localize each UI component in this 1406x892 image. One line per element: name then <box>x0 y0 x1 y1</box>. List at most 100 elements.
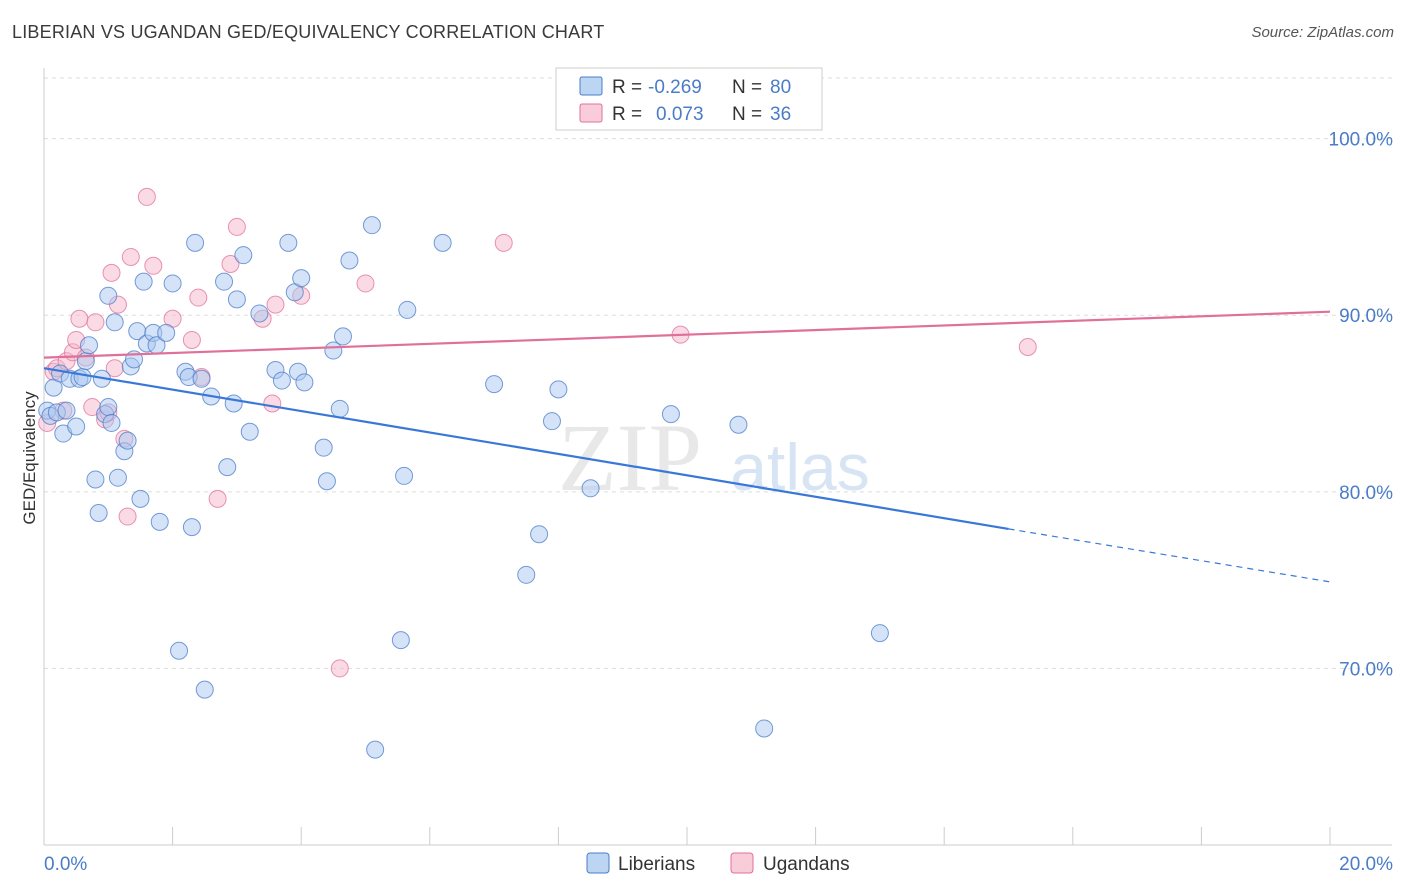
liberian-point <box>581 479 600 498</box>
ugandan-point <box>356 274 375 293</box>
liberian-point <box>157 323 176 342</box>
x-tick-label-min: 0.0% <box>44 854 87 875</box>
liberian-point <box>661 405 680 424</box>
liberian-point <box>99 398 118 417</box>
legend-r-value-1: -0.269 <box>648 77 702 98</box>
liberian-point <box>215 272 234 291</box>
ugandan-point <box>144 256 163 275</box>
liberian-point <box>192 369 211 388</box>
series-ugandans-points <box>38 187 1037 678</box>
x-tick-label-max: 20.0% <box>1339 854 1393 875</box>
watermark: ZIP atlas <box>558 404 870 511</box>
grid <box>44 77 1392 669</box>
liberian-point <box>240 422 259 441</box>
legend-ugandans-swatch <box>579 103 603 123</box>
liberian-point <box>108 468 127 487</box>
liberian-point <box>89 504 108 523</box>
legend-bottom-liberians-label: Liberians <box>618 854 695 875</box>
ugandan-point <box>208 489 227 508</box>
liberian-point <box>330 399 349 418</box>
legend-top: R = -0.269 N = 80 R = 0.073 N = 36 <box>555 67 823 131</box>
liberian-point <box>102 413 121 432</box>
liberian-point <box>517 565 536 584</box>
legend-r-value-2: 0.073 <box>656 104 704 125</box>
legend-n-label-2: N = <box>732 104 762 125</box>
liberian-point <box>150 512 169 531</box>
y-tick-label: 80.0% <box>1339 483 1393 504</box>
liberian-point <box>170 641 189 660</box>
legend-bottom: Liberians Ugandans <box>586 852 850 875</box>
liberian-point <box>67 417 86 436</box>
ugandan-point <box>189 288 208 307</box>
liberian-point <box>542 412 561 431</box>
ugandan-point <box>137 187 156 206</box>
liberian-point <box>250 304 269 323</box>
liberian-point <box>195 680 214 699</box>
liberian-point <box>292 269 311 288</box>
chart-source: Source: ZipAtlas.com <box>1251 24 1394 41</box>
legend-r-label-2: R = <box>612 104 642 125</box>
ugandan-point <box>221 255 240 274</box>
liberians-trend-line <box>43 367 1009 530</box>
y-tick-label: 70.0% <box>1339 659 1393 680</box>
ugandan-point <box>266 295 285 314</box>
liberian-point <box>131 489 150 508</box>
tick-labels: 70.0% 80.0% 90.0% 100.0% 0.0% 20.0% <box>44 130 1393 875</box>
ugandan-point <box>494 233 513 252</box>
liberian-point <box>86 470 105 489</box>
liberian-point <box>530 525 549 544</box>
legend-bottom-ugandans-swatch <box>730 852 754 874</box>
ugandan-point <box>102 263 121 282</box>
liberian-point <box>279 233 298 252</box>
liberian-point <box>182 518 201 537</box>
liberian-point <box>333 327 352 346</box>
ugandans-trend-line <box>43 310 1331 359</box>
ugandan-point <box>227 217 246 236</box>
liberian-point <box>395 466 414 485</box>
series-liberians-points <box>38 216 889 759</box>
legend-n-value-2: 36 <box>770 104 791 125</box>
liberian-point <box>314 438 333 457</box>
liberian-point <box>549 380 568 399</box>
liberian-point <box>317 472 336 491</box>
liberian-point <box>755 719 774 738</box>
chart-title: LIBERIAN VS UGANDAN GED/EQUIVALENCY CORR… <box>12 22 605 42</box>
ugandan-point <box>330 659 349 678</box>
liberian-point <box>362 216 381 235</box>
trend-lines <box>43 310 1331 583</box>
legend-r-label-1: R = <box>612 77 642 98</box>
ugandan-point <box>121 247 140 266</box>
y-tick-label: 90.0% <box>1339 306 1393 327</box>
watermark-atlas: atlas <box>730 430 869 504</box>
liberian-point <box>227 290 246 309</box>
liberian-point <box>73 368 92 387</box>
liberian-point <box>272 371 291 390</box>
liberian-point <box>870 624 889 643</box>
ugandan-point <box>118 507 137 526</box>
legend-bottom-ugandans-label: Ugandans <box>763 854 850 875</box>
liberian-point <box>186 233 205 252</box>
liberian-point <box>105 313 124 332</box>
liberian-point <box>295 373 314 392</box>
legend-n-value-1: 80 <box>770 77 791 98</box>
liberians-trend-extension <box>1008 528 1331 583</box>
liberian-point <box>134 272 153 291</box>
liberian-point <box>80 336 99 355</box>
liberian-point <box>163 274 182 293</box>
ugandan-point <box>1018 338 1037 357</box>
axes <box>43 68 1392 846</box>
liberian-point <box>218 458 237 477</box>
liberian-point <box>391 631 410 650</box>
liberian-point <box>398 300 417 319</box>
ugandan-point <box>70 309 89 328</box>
ugandan-point <box>86 313 105 332</box>
y-tick-label: 100.0% <box>1329 130 1394 151</box>
ugandan-point <box>263 394 282 413</box>
liberian-point <box>118 431 137 450</box>
liberian-point <box>99 286 118 305</box>
liberian-point <box>234 246 253 265</box>
liberian-point <box>729 415 748 434</box>
liberian-point <box>485 375 504 394</box>
liberian-point <box>340 251 359 270</box>
